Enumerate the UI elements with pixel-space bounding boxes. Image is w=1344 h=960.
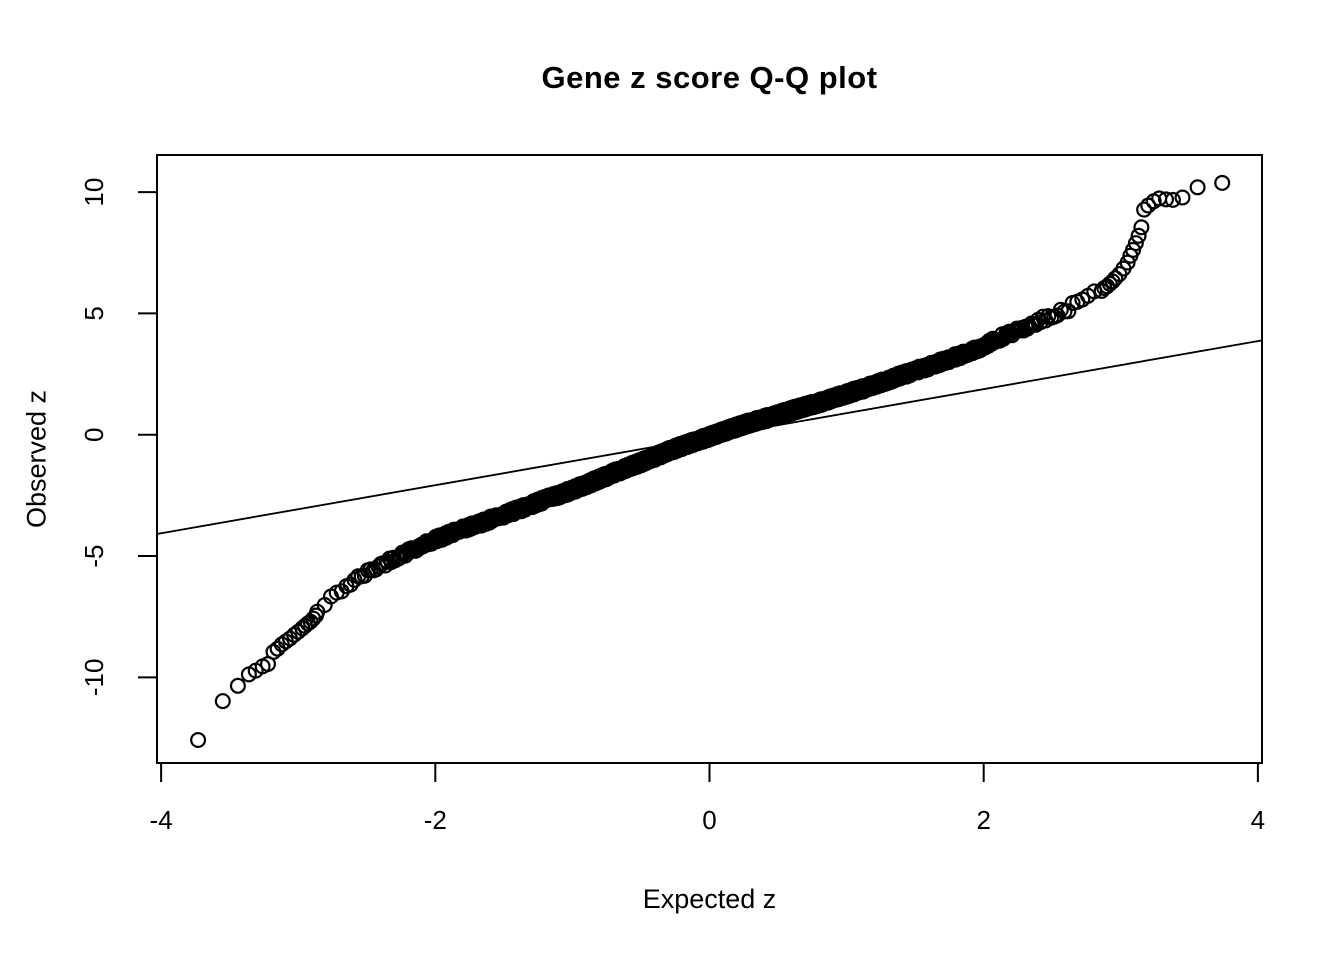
x-tick-label: -2 xyxy=(424,805,447,835)
data-point xyxy=(214,693,231,710)
data-point xyxy=(1101,275,1118,292)
data-point xyxy=(1174,189,1191,206)
data-point xyxy=(1189,179,1206,196)
x-axis-label: Expected z xyxy=(642,884,777,914)
y-tick-label: 5 xyxy=(79,306,109,320)
x-tick-label: 4 xyxy=(1251,805,1265,835)
data-point xyxy=(229,677,246,694)
y-axis-label: Observed z xyxy=(21,389,52,529)
x-tick-label: 2 xyxy=(976,805,990,835)
data-point xyxy=(305,610,322,627)
x-axis: -4 -2 0 2 4 xyxy=(150,763,1265,835)
y-tick-label: 10 xyxy=(79,178,109,207)
data-point xyxy=(1164,191,1181,208)
data-point xyxy=(190,731,207,748)
data-point xyxy=(1130,227,1147,244)
x-tick-label: -4 xyxy=(150,805,173,835)
data-point xyxy=(1107,270,1124,287)
y-tick-label: 0 xyxy=(79,428,109,442)
data-point xyxy=(1157,191,1174,208)
point-band xyxy=(309,282,1110,620)
chart-title: Gene z score Q-Q plot xyxy=(541,60,878,95)
data-point xyxy=(1127,235,1144,252)
data-point xyxy=(1214,174,1231,191)
x-tick-label: 0 xyxy=(702,805,716,835)
data-point xyxy=(308,607,325,624)
data-point xyxy=(1133,219,1150,236)
data-point xyxy=(265,643,282,660)
data-point xyxy=(1060,303,1077,320)
y-tick-label: -10 xyxy=(79,659,109,697)
y-tick-label: -5 xyxy=(79,544,109,567)
data-point xyxy=(1136,201,1153,218)
plot-box xyxy=(156,154,1263,764)
tail-points xyxy=(190,174,1231,748)
y-axis: -10 -5 0 5 10 xyxy=(79,178,157,696)
